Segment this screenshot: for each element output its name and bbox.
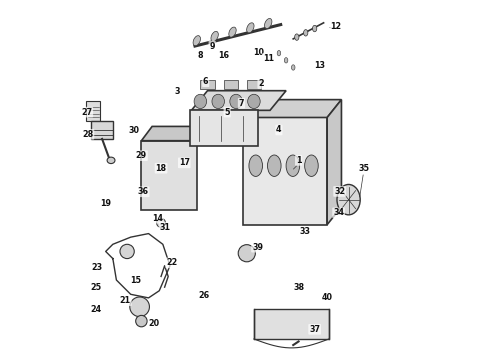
Text: 1: 1 <box>296 156 301 165</box>
Polygon shape <box>192 91 286 111</box>
Ellipse shape <box>194 94 207 109</box>
Text: 26: 26 <box>198 291 210 300</box>
Polygon shape <box>254 309 329 339</box>
Text: 22: 22 <box>166 258 177 267</box>
Polygon shape <box>142 126 207 141</box>
Ellipse shape <box>136 315 147 327</box>
Ellipse shape <box>249 155 263 176</box>
Text: 34: 34 <box>333 208 344 217</box>
Ellipse shape <box>304 30 308 36</box>
Text: 9: 9 <box>209 41 215 50</box>
Ellipse shape <box>305 155 318 176</box>
Polygon shape <box>200 80 215 89</box>
Text: 11: 11 <box>263 54 274 63</box>
Text: 19: 19 <box>100 199 111 208</box>
Text: 18: 18 <box>155 164 167 173</box>
Text: 25: 25 <box>90 283 101 292</box>
Polygon shape <box>223 80 238 89</box>
Polygon shape <box>327 100 342 225</box>
Ellipse shape <box>230 94 243 109</box>
Text: 30: 30 <box>129 126 140 135</box>
Polygon shape <box>243 117 327 225</box>
Ellipse shape <box>238 245 255 262</box>
Text: 8: 8 <box>197 51 203 60</box>
Text: 3: 3 <box>174 87 180 96</box>
Polygon shape <box>190 111 258 146</box>
Text: 4: 4 <box>276 126 282 135</box>
Ellipse shape <box>268 155 281 176</box>
Ellipse shape <box>247 94 260 109</box>
Text: 15: 15 <box>130 276 142 285</box>
Ellipse shape <box>277 50 281 56</box>
Polygon shape <box>243 100 342 117</box>
Ellipse shape <box>246 23 254 33</box>
Ellipse shape <box>130 297 149 317</box>
Text: 17: 17 <box>179 158 190 167</box>
Text: 21: 21 <box>120 296 131 305</box>
Ellipse shape <box>286 155 300 176</box>
Text: 5: 5 <box>224 108 230 117</box>
Ellipse shape <box>107 157 115 163</box>
Text: 36: 36 <box>138 187 148 196</box>
Text: 37: 37 <box>309 325 320 334</box>
Ellipse shape <box>292 65 295 70</box>
Ellipse shape <box>212 94 224 109</box>
Polygon shape <box>86 102 100 121</box>
Ellipse shape <box>229 27 236 37</box>
Text: 13: 13 <box>315 61 325 70</box>
Ellipse shape <box>313 25 317 32</box>
Text: 27: 27 <box>81 108 92 117</box>
Polygon shape <box>247 80 261 89</box>
Text: 20: 20 <box>148 319 160 328</box>
Text: 29: 29 <box>136 151 147 160</box>
Ellipse shape <box>211 31 219 41</box>
Text: 38: 38 <box>294 283 305 292</box>
Text: 35: 35 <box>358 164 369 173</box>
Text: 7: 7 <box>239 99 244 108</box>
Text: 16: 16 <box>218 51 229 60</box>
Text: 33: 33 <box>299 227 311 236</box>
Ellipse shape <box>284 58 288 63</box>
Text: 31: 31 <box>159 222 171 231</box>
Polygon shape <box>92 121 113 139</box>
Ellipse shape <box>120 244 134 258</box>
Text: 14: 14 <box>152 214 163 223</box>
Text: 10: 10 <box>253 48 264 57</box>
Ellipse shape <box>294 34 299 40</box>
Ellipse shape <box>265 18 272 28</box>
Text: 32: 32 <box>334 187 345 196</box>
Text: 40: 40 <box>321 293 333 302</box>
Text: 23: 23 <box>91 263 102 272</box>
Ellipse shape <box>193 36 200 46</box>
Text: 39: 39 <box>252 243 263 252</box>
Ellipse shape <box>337 184 360 215</box>
Text: 12: 12 <box>331 22 342 31</box>
Polygon shape <box>142 141 197 210</box>
Text: 2: 2 <box>258 79 264 88</box>
Ellipse shape <box>157 219 166 227</box>
Text: 6: 6 <box>203 77 208 86</box>
Text: 28: 28 <box>82 130 94 139</box>
Text: 24: 24 <box>90 305 101 314</box>
